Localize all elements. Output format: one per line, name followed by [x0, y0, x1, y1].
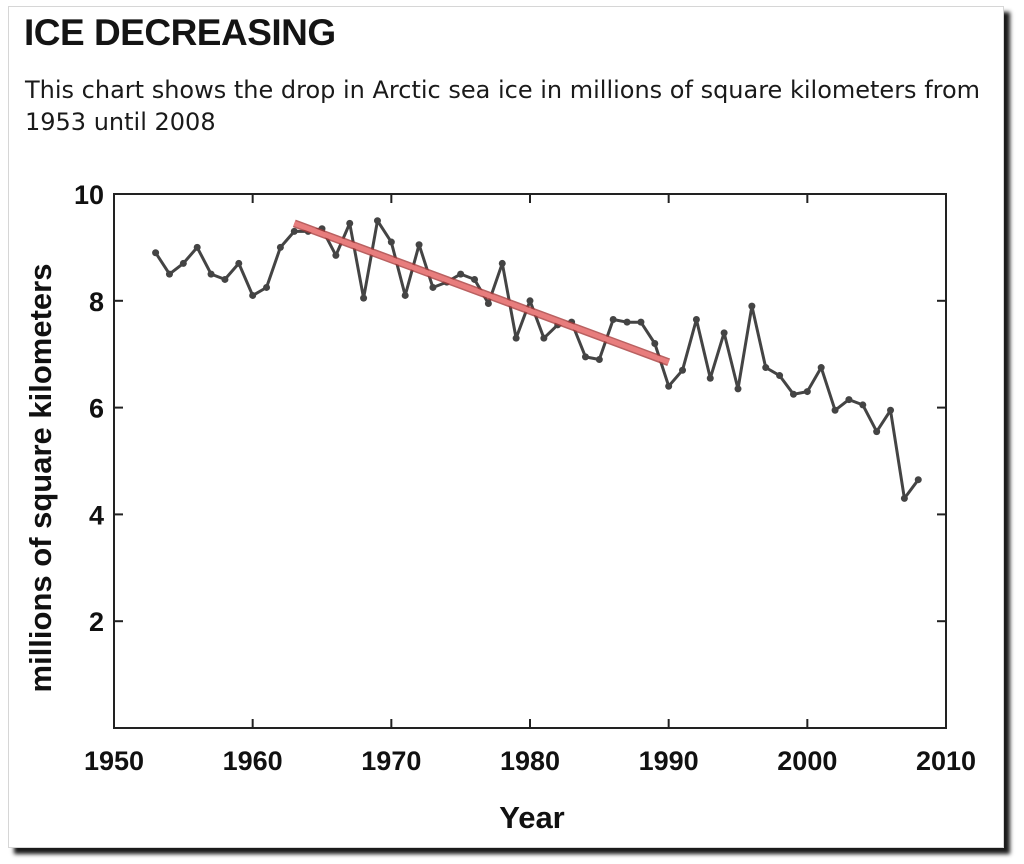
- data-point: [512, 334, 520, 342]
- y-tick-label: 2: [89, 607, 104, 637]
- data-point: [803, 388, 811, 396]
- data-point: [401, 291, 409, 299]
- y-ticks: 2 4 6 8 10: [74, 180, 946, 637]
- plot-area-frame: [113, 193, 947, 729]
- x-tick-label: 2010: [916, 746, 976, 776]
- data-point: [387, 238, 395, 246]
- data-point: [263, 283, 271, 291]
- data-point: [235, 259, 243, 267]
- data-point: [498, 259, 506, 267]
- data-point: [429, 283, 437, 291]
- y-tick-label: 8: [89, 287, 104, 317]
- data-point: [720, 329, 728, 337]
- data-point: [290, 227, 298, 235]
- data-point: [623, 318, 631, 326]
- data-point: [581, 353, 589, 361]
- data-point: [540, 334, 548, 342]
- data-point: [595, 356, 603, 364]
- data-point: [706, 374, 714, 382]
- data-point: [346, 219, 354, 227]
- data-point: [373, 217, 381, 225]
- x-tick-label: 2000: [777, 746, 837, 776]
- data-point: [679, 366, 687, 374]
- data-point: [193, 243, 201, 251]
- data-point: [609, 315, 617, 323]
- data-point: [831, 406, 839, 414]
- data-point: [457, 270, 465, 278]
- data-point: [207, 270, 215, 278]
- trend-layer: [292, 219, 671, 366]
- data-point: [221, 275, 229, 283]
- data-point: [332, 251, 340, 259]
- data-point: [526, 297, 534, 305]
- data-point: [776, 372, 784, 380]
- data-point: [360, 294, 368, 302]
- data-point: [179, 259, 187, 267]
- x-tick-label: 1950: [84, 746, 144, 776]
- y-tick-label: 4: [89, 500, 104, 530]
- data-point: [637, 318, 645, 326]
- data-point: [665, 382, 673, 390]
- data-point: [748, 302, 756, 310]
- x-tick-label: 1960: [223, 746, 283, 776]
- y-tick-label: 6: [89, 394, 104, 424]
- y-axis-label: millions of square kilometers: [23, 264, 58, 693]
- page-title: ICE DECREASING: [24, 12, 336, 53]
- data-point: [484, 299, 492, 307]
- data-series: [152, 217, 922, 502]
- data-point: [887, 406, 895, 414]
- x-axis-label: Year: [499, 800, 565, 835]
- data-point: [762, 364, 770, 372]
- x-tick-label: 1990: [639, 746, 699, 776]
- data-point: [817, 364, 825, 372]
- data-point: [471, 275, 479, 283]
- data-point: [873, 428, 881, 436]
- series-line: [154, 219, 920, 500]
- trend-line: [293, 221, 670, 365]
- data-point: [692, 315, 700, 323]
- data-point: [651, 340, 659, 348]
- x-tick-label: 1970: [361, 746, 421, 776]
- data-point: [900, 494, 908, 502]
- data-point: [249, 291, 257, 299]
- y-tick-label: 10: [74, 180, 104, 210]
- data-point: [415, 241, 423, 249]
- page-subtitle: This chart shows the drop in Arctic sea …: [25, 76, 981, 136]
- data-point: [914, 476, 922, 484]
- chart-card: [8, 6, 1004, 848]
- data-point: [845, 396, 853, 404]
- data-point: [734, 385, 742, 393]
- data-point: [165, 270, 173, 278]
- x-ticks: 1950 1960 1970 1980 1990 2000 2010: [84, 194, 976, 776]
- data-point: [859, 401, 867, 409]
- data-point: [276, 243, 284, 251]
- data-point: [152, 249, 160, 257]
- x-tick-label: 1980: [500, 746, 560, 776]
- data-point: [789, 390, 797, 398]
